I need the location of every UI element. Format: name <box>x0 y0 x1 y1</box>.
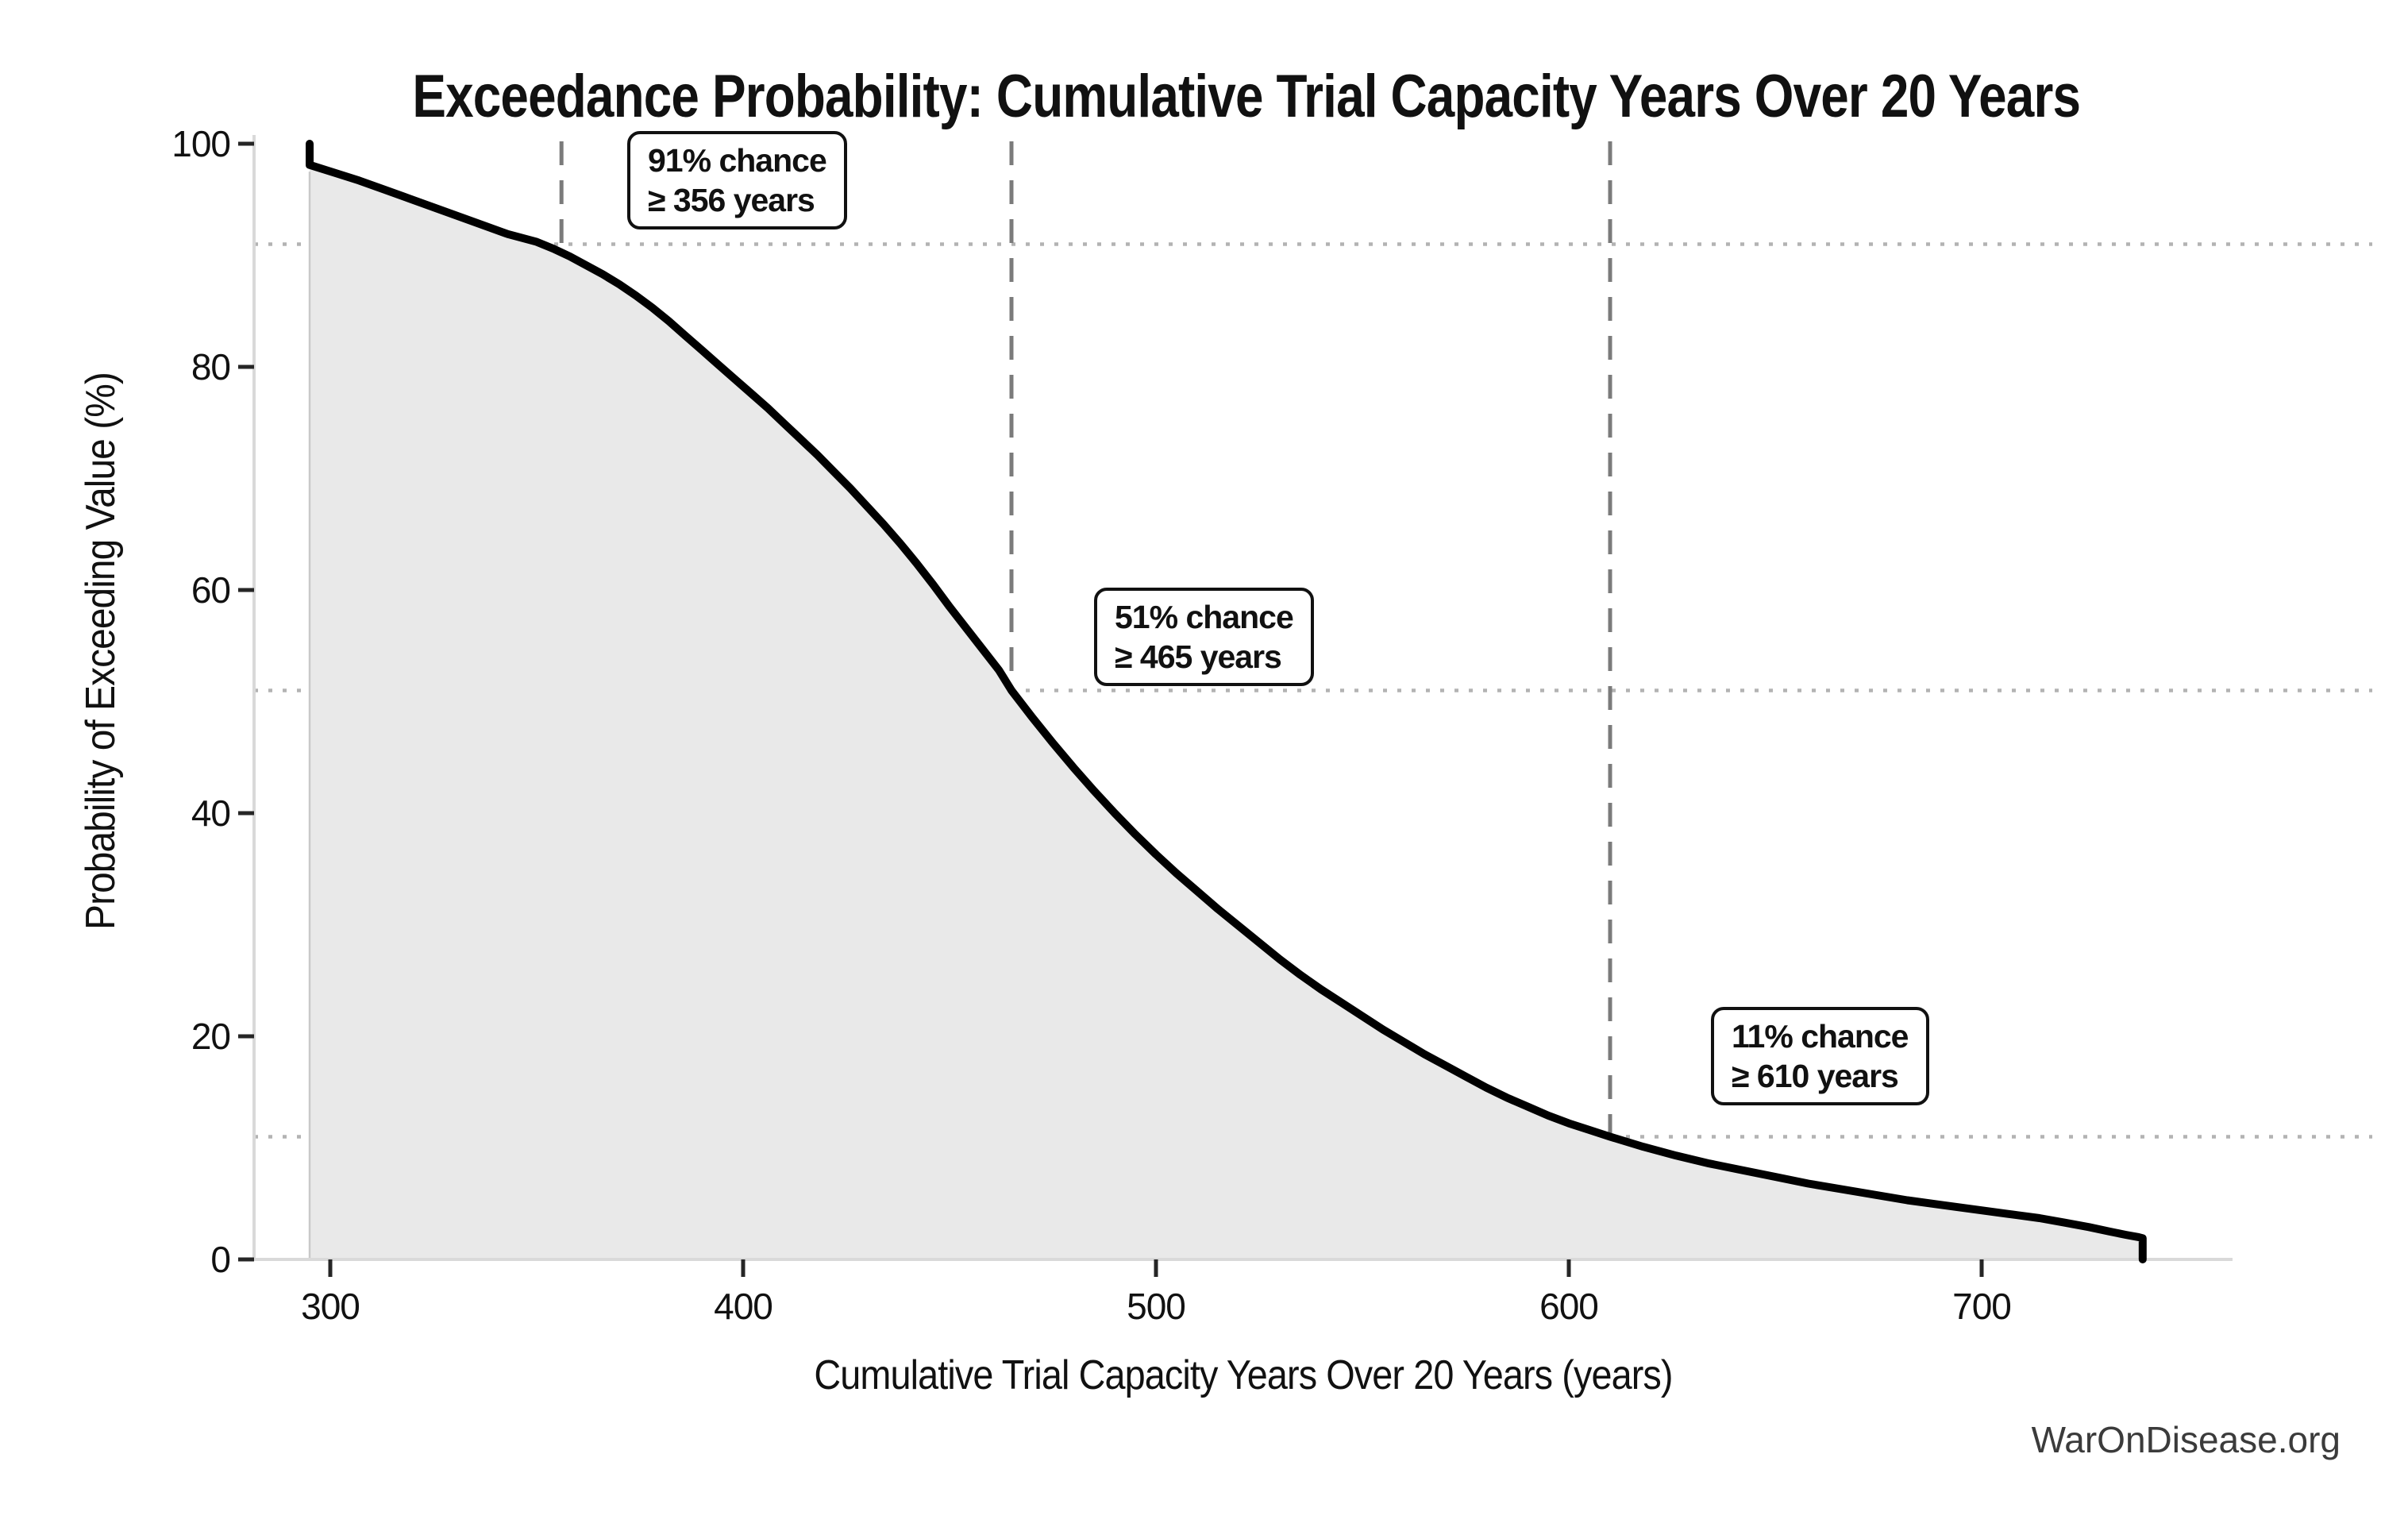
annotation-box-51pct: 51% chance ≥ 465 years <box>1094 588 1314 687</box>
x-tick-label: 500 <box>1127 1286 1186 1327</box>
y-tick-label: 40 <box>191 792 231 834</box>
x-axis-label: Cumulative Trial Capacity Years Over 20 … <box>814 1352 1673 1398</box>
chart-title: Exceedance Probability: Cumulative Trial… <box>412 63 2081 130</box>
watermark-text: WarOnDisease.org <box>2031 1419 2341 1460</box>
x-tick-label: 400 <box>714 1286 773 1327</box>
x-tick-label: 700 <box>1952 1286 2012 1327</box>
exceedance-curve <box>306 140 2147 1263</box>
annotation-line: 91% chance <box>648 142 827 179</box>
annotation-line: ≥ 610 years <box>1732 1058 1899 1095</box>
y-tick-label: 100 <box>171 123 231 164</box>
y-tick-label: 20 <box>191 1016 231 1057</box>
x-tick-label: 600 <box>1539 1286 1599 1327</box>
y-tick-label: 80 <box>191 346 231 388</box>
curve-fill-area <box>310 144 2143 1259</box>
annotation-line: ≥ 356 years <box>648 182 815 219</box>
annotation-line: 51% chance <box>1115 599 1294 635</box>
annotation-line: 11% chance <box>1732 1018 1909 1055</box>
annotation-line: ≥ 465 years <box>1115 638 1282 676</box>
annotation-box-11pct: 11% chance ≥ 610 years <box>1711 1007 1929 1106</box>
annotation-box-91pct: 91% chance ≥ 356 years <box>627 131 847 230</box>
y-tick-label: 0 <box>210 1239 231 1280</box>
x-tick-label: 300 <box>301 1286 360 1327</box>
y-tick-label: 60 <box>191 569 231 611</box>
